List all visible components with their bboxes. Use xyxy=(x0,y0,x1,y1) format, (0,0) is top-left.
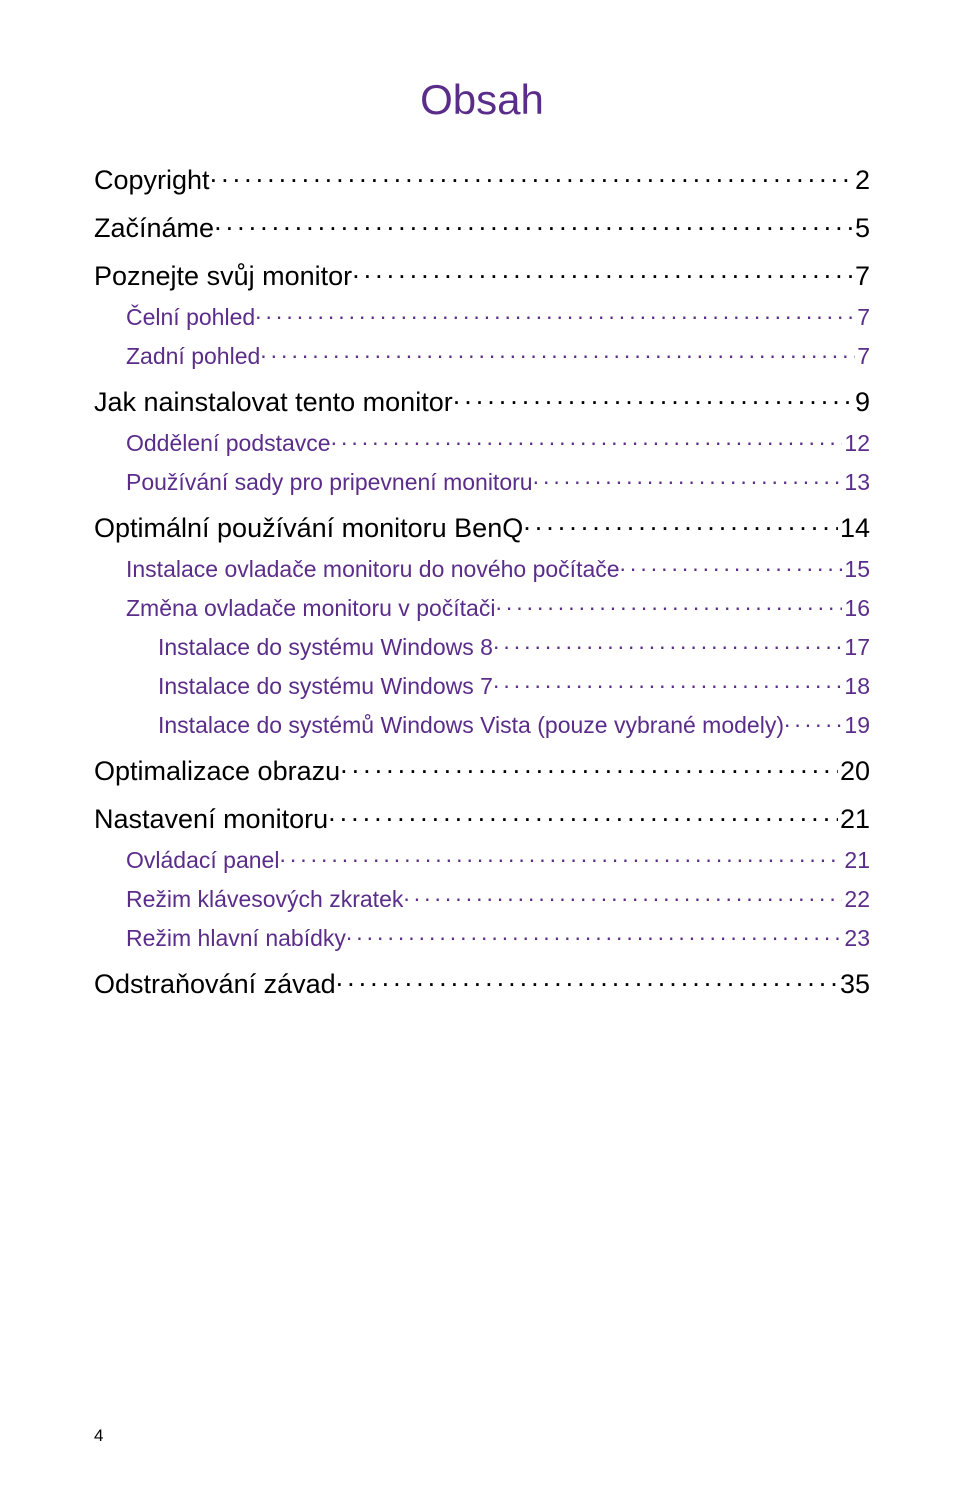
toc-entry-label: Optimální používání monitoru BenQ xyxy=(94,513,523,544)
toc-entry[interactable]: Režim hlavní nabídky 23 xyxy=(94,923,870,952)
toc-entry-page: 20 xyxy=(838,756,870,787)
toc-entry-page: 7 xyxy=(855,343,870,370)
toc-entry[interactable]: Ovládací panel 21 xyxy=(94,845,870,874)
toc-entry-label: Instalace do systémů Windows Vista (pouz… xyxy=(158,712,784,739)
toc-entry-page: 15 xyxy=(842,556,870,583)
toc-entry-page: 7 xyxy=(853,261,870,292)
toc-leader-dots xyxy=(214,210,853,237)
toc-entry[interactable]: Poznejte svůj monitor 7 xyxy=(94,258,870,292)
toc-entry[interactable]: Režim klávesových zkratek 22 xyxy=(94,884,870,913)
toc-entry[interactable]: Jak nainstalovat tento monitor 9 xyxy=(94,384,870,418)
toc-entry-label: Instalace do systému Windows 7 xyxy=(158,673,493,700)
toc-leader-dots xyxy=(523,510,838,537)
toc-entry-page: 7 xyxy=(855,304,870,331)
toc-entry-page: 17 xyxy=(842,634,870,661)
toc-entry-label: Zadní pohled xyxy=(126,343,260,370)
toc-entry[interactable]: Optimalizace obrazu 20 xyxy=(94,753,870,787)
toc-entry-label: Ovládací panel xyxy=(126,847,279,874)
toc-entry-label: Copyright xyxy=(94,165,210,196)
toc-entry-label: Poznejte svůj monitor xyxy=(94,261,352,292)
toc-leader-dots xyxy=(336,966,838,993)
toc-leader-dots xyxy=(260,341,855,364)
toc-entry-label: Používání sady pro pripevnení monitoru xyxy=(126,469,533,496)
toc-entry-label: Nastavení monitoru xyxy=(94,804,328,835)
toc-entry[interactable]: Copyright 2 xyxy=(94,162,870,196)
toc-entry-label: Režim hlavní nabídky xyxy=(126,925,346,952)
toc-entry[interactable]: Odstraňování závad 35 xyxy=(94,966,870,1000)
toc-entry[interactable]: Používání sady pro pripevnení monitoru 1… xyxy=(94,467,870,496)
toc-leader-dots xyxy=(346,923,843,946)
toc-leader-dots xyxy=(352,258,853,285)
toc-leader-dots xyxy=(493,671,842,694)
toc-leader-dots xyxy=(620,554,843,577)
toc-entry-page: 35 xyxy=(838,969,870,1000)
toc-entry-page: 18 xyxy=(842,673,870,700)
toc-leader-dots xyxy=(340,753,838,780)
toc-entry-page: 12 xyxy=(842,430,870,457)
toc-leader-dots xyxy=(495,593,842,616)
toc-entry-page: 5 xyxy=(853,213,870,244)
toc-leader-dots xyxy=(493,632,842,655)
toc-leader-dots xyxy=(328,801,838,828)
toc-leader-dots xyxy=(279,845,842,868)
toc-entry[interactable]: Nastavení monitoru 21 xyxy=(94,801,870,835)
page-root: Obsah Copyright 2 Začínáme 5 Poznejte svůj… xyxy=(0,0,960,1494)
page-title-container: Obsah xyxy=(94,76,870,124)
toc-entry-label: Jak nainstalovat tento monitor xyxy=(94,387,453,418)
toc-list: Copyright 2 Začínáme 5 Poznejte svůj monit… xyxy=(94,162,870,1000)
toc-entry-label: Optimalizace obrazu xyxy=(94,756,340,787)
toc-entry-label: Čelní pohled xyxy=(126,304,255,331)
toc-entry[interactable]: Oddělení podstavce 12 xyxy=(94,428,870,457)
toc-entry[interactable]: Instalace do systému Windows 8 17 xyxy=(94,632,870,661)
toc-leader-dots xyxy=(784,710,842,733)
toc-entry-page: 22 xyxy=(842,886,870,913)
toc-entry-label: Instalace ovladače monitoru do nového po… xyxy=(126,556,620,583)
toc-entry-label: Začínáme xyxy=(94,213,214,244)
toc-leader-dots xyxy=(255,302,855,325)
toc-entry-label: Odstraňování závad xyxy=(94,969,336,1000)
toc-entry[interactable]: Začínáme 5 xyxy=(94,210,870,244)
toc-leader-dots xyxy=(533,467,843,490)
page-title: Obsah xyxy=(420,76,544,123)
toc-entry[interactable]: Instalace do systémů Windows Vista (pouz… xyxy=(94,710,870,739)
toc-entry[interactable]: Instalace do systému Windows 7 18 xyxy=(94,671,870,700)
toc-entry-label: Instalace do systému Windows 8 xyxy=(158,634,493,661)
toc-entry-label: Oddělení podstavce xyxy=(126,430,331,457)
toc-entry-page: 21 xyxy=(838,804,870,835)
toc-entry-page: 23 xyxy=(842,925,870,952)
toc-leader-dots xyxy=(210,162,853,189)
toc-entry-page: 14 xyxy=(838,513,870,544)
toc-entry[interactable]: Změna ovladače monitoru v počítači 16 xyxy=(94,593,870,622)
toc-entry[interactable]: Instalace ovladače monitoru do nového po… xyxy=(94,554,870,583)
toc-entry[interactable]: Zadní pohled 7 xyxy=(94,341,870,370)
toc-entry-page: 9 xyxy=(853,387,870,418)
toc-entry-page: 19 xyxy=(842,712,870,739)
page-number: 4 xyxy=(94,1426,103,1446)
toc-entry-page: 16 xyxy=(842,595,870,622)
toc-entry[interactable]: Čelní pohled 7 xyxy=(94,302,870,331)
toc-entry-page: 2 xyxy=(853,165,870,196)
toc-entry-label: Režim klávesových zkratek xyxy=(126,886,403,913)
toc-leader-dots xyxy=(331,428,843,451)
toc-entry-label: Změna ovladače monitoru v počítači xyxy=(126,595,495,622)
toc-leader-dots xyxy=(453,384,853,411)
toc-entry-page: 13 xyxy=(842,469,870,496)
toc-leader-dots xyxy=(403,884,842,907)
toc-entry-page: 21 xyxy=(842,847,870,874)
toc-entry[interactable]: Optimální používání monitoru BenQ 14 xyxy=(94,510,870,544)
